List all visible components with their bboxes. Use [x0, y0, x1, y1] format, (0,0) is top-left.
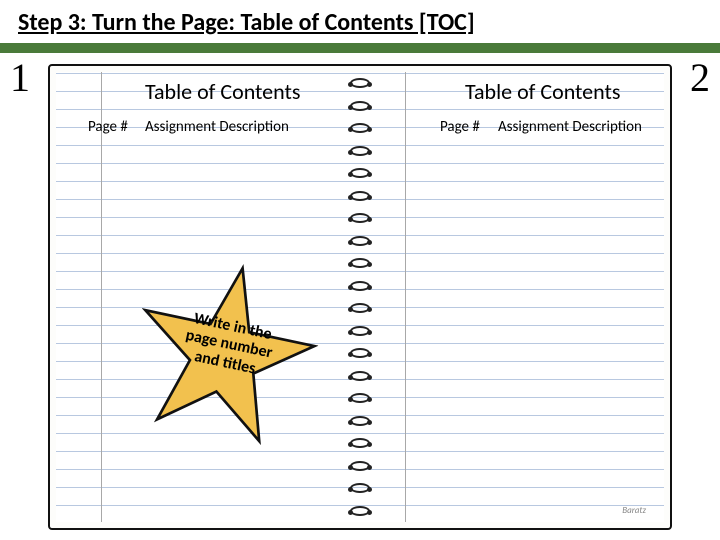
spiral-ring — [350, 146, 370, 156]
spiral-ring — [350, 461, 370, 471]
spiral-ring — [350, 123, 370, 133]
callout-star: Write in the page number and titles — [118, 244, 331, 457]
spiral-ring — [350, 213, 370, 223]
page-number-left: 1 — [10, 54, 30, 101]
spiral-ring — [350, 236, 370, 246]
spiral-ring — [350, 348, 370, 358]
column-header-page-right: Page # — [440, 118, 480, 136]
spiral-ring — [350, 416, 370, 426]
spiral-ring — [350, 506, 370, 516]
spiral-ring — [350, 393, 370, 403]
spiral-binding — [350, 72, 370, 522]
spiral-ring — [350, 258, 370, 268]
page-number-right: 2 — [690, 54, 710, 101]
notebook: Baratz Table of Contents Table of Co — [48, 64, 672, 530]
spiral-ring — [350, 483, 370, 493]
spiral-ring — [350, 438, 370, 448]
accent-bar — [0, 43, 720, 53]
spiral-ring — [350, 101, 370, 111]
spiral-ring — [350, 371, 370, 381]
content-area: 1 2 Baratz — [10, 54, 710, 530]
spiral-ring — [350, 191, 370, 201]
toc-heading-right: Table of Contents — [465, 78, 620, 105]
spiral-ring — [350, 281, 370, 291]
brand-label: Baratz — [622, 505, 646, 516]
margin-line-left — [101, 72, 102, 522]
spiral-ring — [350, 168, 370, 178]
toc-heading-left: Table of Contents — [145, 78, 300, 105]
spiral-ring — [350, 78, 370, 88]
column-header-desc-right: Assignment Description — [498, 118, 642, 136]
spiral-ring — [350, 326, 370, 336]
column-header-desc-left: Assignment Description — [145, 118, 289, 136]
margin-line-right — [405, 72, 406, 522]
notebook-right-page: Baratz — [360, 72, 664, 522]
spiral-ring — [350, 303, 370, 313]
column-header-page-left: Page # — [88, 118, 128, 136]
slide-title: Step 3: Turn the Page: Table of Contents… — [0, 0, 720, 43]
